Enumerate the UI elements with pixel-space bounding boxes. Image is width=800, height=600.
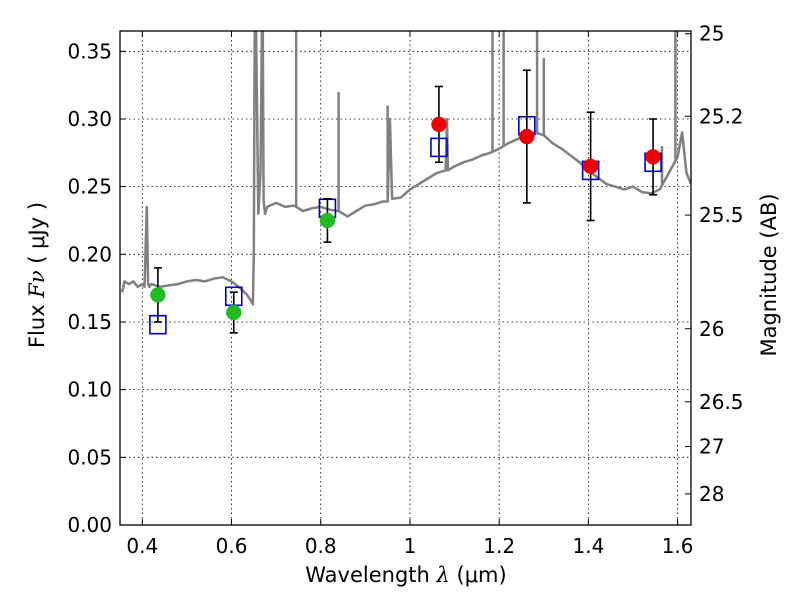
y2-tick-label: 25.2 [699, 104, 744, 128]
observed-point [150, 287, 166, 303]
spectrum-line [120, 31, 691, 306]
x-axis-title: Wavelength λ (μm) [305, 563, 506, 587]
x-tick-label: 0.8 [305, 534, 337, 558]
y2-tick-label: 26 [699, 317, 724, 341]
x-tick-label: 1 [404, 534, 417, 558]
axis-ticks: 0.4 0.6 0.8 1 1.2 1.4 1.6 0.00 0.05 0.10 0.15 0.20 0… [67, 22, 743, 558]
observed-point [431, 116, 447, 133]
x-tick-label: 1.6 [662, 534, 694, 558]
y-axis-title: Flux Fν ( μJy ) [25, 202, 49, 348]
y-tick-label: 0.00 [67, 513, 112, 537]
observed-point [319, 212, 336, 229]
x-tick-label: 1.4 [572, 534, 604, 558]
x-tick-label: 1.2 [483, 534, 515, 558]
y2-axis-title: Magnitude (AB) [757, 193, 781, 356]
observed-point [645, 149, 661, 165]
observed-point [226, 304, 242, 321]
y2-tick-label: 25.5 [699, 203, 744, 227]
y2-tick-label: 28 [699, 482, 724, 506]
y2-tick-label: 26.5 [699, 390, 744, 414]
plot-frame [119, 30, 692, 526]
y-tick-label: 0.10 [67, 378, 112, 402]
x-tick-label: 0.4 [126, 534, 158, 558]
y-tick-label: 0.35 [67, 39, 112, 63]
grid-lines [120, 31, 691, 526]
model-spectrum [120, 31, 691, 306]
y2-tick-label: 27 [699, 435, 724, 459]
y-tick-label: 0.30 [67, 107, 112, 131]
x-tick-label: 0.6 [216, 534, 248, 558]
y2-tick-label: 25 [699, 22, 724, 46]
y-tick-label: 0.25 [67, 175, 112, 199]
y-tick-label: 0.05 [67, 445, 112, 469]
observed-point [582, 158, 599, 175]
data-markers [149, 69, 662, 335]
observed-point [519, 128, 535, 145]
y-tick-label: 0.15 [67, 310, 112, 334]
y-tick-label: 0.20 [67, 242, 112, 266]
